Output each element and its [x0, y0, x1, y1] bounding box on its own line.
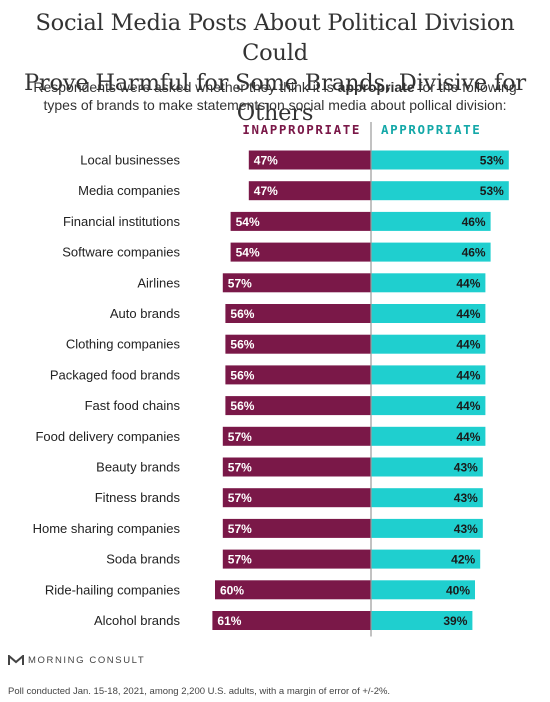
- category-label: Packaged food brands: [50, 367, 181, 382]
- bar-inappropriate: [222, 426, 371, 446]
- category-label: Home sharing companies: [33, 521, 181, 536]
- bar-inappropriate: [212, 611, 371, 630]
- category-label: Fitness brands: [95, 490, 181, 505]
- category-label: Software companies: [62, 245, 180, 260]
- footnote: Poll conducted Jan. 15-18, 2021, among 2…: [8, 686, 391, 697]
- data-label-appropriate: 39%: [443, 614, 467, 628]
- bar-inappropriate: [215, 580, 371, 600]
- data-label-inappropriate: 54%: [236, 215, 260, 229]
- category-label: Media companies: [78, 183, 180, 198]
- data-label-inappropriate: 57%: [228, 522, 252, 536]
- category-label: Food delivery companies: [35, 429, 180, 444]
- data-label-appropriate: 46%: [462, 246, 486, 260]
- bar-inappropriate: [222, 549, 371, 569]
- category-label: Clothing companies: [66, 337, 181, 352]
- bar-inappropriate: [225, 304, 371, 323]
- data-label-inappropriate: 57%: [228, 461, 252, 475]
- data-label-inappropriate: 57%: [228, 430, 252, 444]
- bar-appropriate: [371, 426, 486, 446]
- brand-name: MORNING CONSULT: [28, 655, 146, 666]
- bar-appropriate: [371, 365, 486, 385]
- bar-appropriate: [371, 150, 509, 170]
- category-label: Auto brands: [110, 306, 181, 321]
- bar-inappropriate: [222, 273, 371, 293]
- chart-title: Social Media Posts About Political Divis…: [0, 8, 550, 128]
- data-label-inappropriate: 47%: [254, 154, 278, 168]
- bar-appropriate: [371, 211, 491, 231]
- bar-appropriate: [371, 488, 483, 508]
- title-line-1: Social Media Posts About Political Divis…: [35, 10, 515, 66]
- category-label: Beauty brands: [96, 460, 180, 475]
- bar-inappropriate: [230, 211, 371, 231]
- data-label-appropriate: 40%: [446, 583, 470, 597]
- chart-subtitle: Respondents were asked whether they thin…: [0, 78, 550, 114]
- data-label-inappropriate: 54%: [236, 246, 260, 260]
- data-label-appropriate: 43%: [454, 522, 478, 536]
- data-label-inappropriate: 47%: [254, 184, 278, 198]
- subtitle-text-post: for the following: [414, 79, 517, 95]
- data-label-inappropriate: 60%: [220, 583, 244, 597]
- data-label-inappropriate: 57%: [228, 491, 252, 505]
- data-label-inappropriate: 56%: [230, 368, 254, 382]
- bar-inappropriate: [225, 365, 371, 385]
- data-label-appropriate: 44%: [456, 368, 480, 382]
- category-label: Alcohol brands: [94, 613, 180, 628]
- bar-appropriate: [371, 334, 486, 354]
- bar-inappropriate: [248, 181, 371, 201]
- data-label-appropriate: 44%: [456, 276, 480, 290]
- data-label-inappropriate: 57%: [228, 553, 252, 567]
- category-label: Fast food chains: [85, 398, 181, 413]
- bar-appropriate: [371, 549, 481, 569]
- bar-appropriate: [371, 242, 491, 262]
- subtitle-emphasis: appropriate: [337, 79, 415, 95]
- data-label-appropriate: 42%: [451, 553, 475, 567]
- bar-inappropriate: [222, 518, 371, 538]
- legend-inappropriate: INAPPROPRIATE: [242, 122, 361, 137]
- diverging-bar-chart: INAPPROPRIATE APPROPRIATE Local businesses…: [33, 122, 509, 637]
- subtitle-line-1: Respondents were asked whether they thin…: [0, 78, 550, 96]
- data-label-inappropriate: 57%: [228, 276, 252, 290]
- data-label-inappropriate: 61%: [217, 614, 241, 628]
- title-line-2: Prove Harmful for Some Brands, Divisive …: [23, 70, 526, 126]
- data-label-appropriate: 53%: [480, 154, 504, 168]
- subtitle-line-2: types of brands to make statements on so…: [43, 97, 507, 113]
- category-label: Financial institutions: [63, 214, 181, 229]
- data-label-appropriate: 53%: [480, 184, 504, 198]
- data-label-inappropriate: 56%: [230, 307, 254, 321]
- bar-appropriate: [371, 396, 486, 416]
- data-label-appropriate: 44%: [456, 430, 480, 444]
- morning-consult-logo-icon: [8, 655, 24, 665]
- bar-appropriate: [371, 611, 473, 630]
- subtitle-text-pre: Respondents were asked whether they thin…: [33, 79, 338, 95]
- category-label: Ride-hailing companies: [45, 582, 181, 597]
- category-label: Airlines: [137, 275, 180, 290]
- data-label-appropriate: 44%: [456, 399, 480, 413]
- bar-appropriate: [371, 518, 483, 538]
- bar-appropriate: [371, 273, 486, 293]
- data-label-appropriate: 43%: [454, 461, 478, 475]
- data-label-inappropriate: 56%: [230, 338, 254, 352]
- data-label-appropriate: 44%: [456, 307, 480, 321]
- bar-inappropriate: [230, 242, 371, 262]
- category-label: Soda brands: [106, 552, 180, 567]
- bar-inappropriate: [225, 396, 371, 416]
- brand-logo: MORNING CONSULT: [8, 655, 145, 666]
- bar-inappropriate: [248, 150, 371, 170]
- category-label: Local businesses: [80, 153, 180, 168]
- data-label-appropriate: 44%: [456, 338, 480, 352]
- data-label-appropriate: 46%: [462, 215, 486, 229]
- bar-appropriate: [371, 580, 475, 600]
- bar-appropriate: [371, 304, 486, 323]
- bar-inappropriate: [222, 488, 371, 508]
- bar-appropriate: [371, 457, 483, 477]
- data-label-appropriate: 43%: [454, 491, 478, 505]
- bar-inappropriate: [225, 334, 371, 354]
- data-label-inappropriate: 56%: [230, 399, 254, 413]
- legend-appropriate: APPROPRIATE: [381, 122, 481, 137]
- bar-inappropriate: [222, 457, 371, 477]
- bar-appropriate: [371, 181, 509, 201]
